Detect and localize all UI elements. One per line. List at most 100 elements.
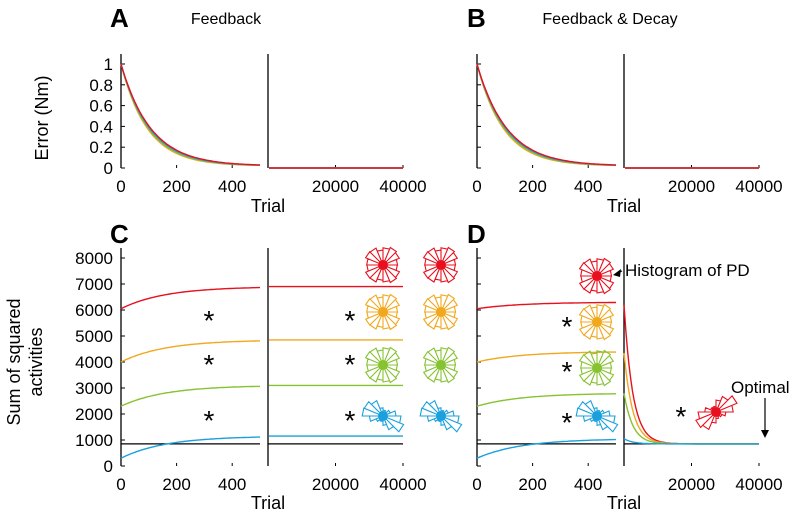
y-tick-label-c: 3000 xyxy=(75,379,113,398)
pd-histogram-icon-0-center xyxy=(436,260,446,270)
y-tick-label-a: 1 xyxy=(104,55,113,74)
y-tick-label-a: 0.4 xyxy=(89,117,113,136)
pd-histogram-icon-2-center xyxy=(436,360,446,370)
series-line-green-c xyxy=(120,385,261,407)
pd-histogram-icon-4 xyxy=(364,246,401,284)
panel-title-a: Feedback xyxy=(191,11,262,28)
y-tick-label-c: 2000 xyxy=(75,405,113,424)
x-tick-label-c: 0 xyxy=(116,475,125,494)
pd-histogram-icon-2-bars xyxy=(422,346,459,384)
y-tick-label-a: 0.8 xyxy=(89,76,113,95)
pd-histogram-icon-10 xyxy=(578,349,615,387)
significance-star-7: * xyxy=(562,356,573,387)
y-tick-label-c: 0 xyxy=(104,457,113,476)
pd-histogram-icon-12-bars xyxy=(695,395,738,431)
x-tick-label-d: 400 xyxy=(574,475,602,494)
pd-histogram-icon-1-bars xyxy=(422,293,459,331)
pd-histogram-icon-1-center xyxy=(436,307,446,317)
y-tick-label-c: 1000 xyxy=(75,431,113,450)
xlabel-c: Trial xyxy=(251,493,285,513)
pd-histogram-icon-5-bars xyxy=(364,293,401,331)
series-line-orange-c xyxy=(120,340,260,363)
pd-histogram-icon-4-center xyxy=(378,260,388,270)
x-tick-label-a: 20000 xyxy=(312,177,359,196)
pd-histogram-icon-6-bars xyxy=(364,346,401,384)
error-ylabel: Error (Nm) xyxy=(32,76,52,161)
x-tick-label-a: 0 xyxy=(116,177,125,196)
pd-histogram-icon-11-bars xyxy=(575,399,619,433)
pd-histogram-icon-4-bars xyxy=(364,246,401,284)
histogram-arrowhead xyxy=(613,269,621,277)
y-tick-label-a: 0 xyxy=(104,159,113,178)
activity-ylabel-line2: activities xyxy=(26,327,46,396)
series-line-right-red-d xyxy=(623,304,759,445)
histogram-annotation: Histogram of PD xyxy=(625,261,750,280)
significance-star-5: * xyxy=(345,405,356,436)
pd-histogram-icon-3-center xyxy=(436,411,446,421)
y-tick-label-c: 8000 xyxy=(75,249,113,268)
significance-star-3: * xyxy=(345,305,356,336)
significance-star-1: * xyxy=(204,349,215,380)
series-line-right-blue-d xyxy=(623,438,759,445)
optimal-arrowhead xyxy=(761,430,769,438)
x-tick-label-b: 200 xyxy=(518,177,546,196)
panel-letter-b: B xyxy=(467,3,486,33)
x-tick-label-c: 400 xyxy=(218,475,246,494)
panel-letter-c: C xyxy=(110,219,129,249)
optimal-annotation: Optimal xyxy=(731,378,790,397)
xlabel-b: Trial xyxy=(607,196,641,216)
pd-histogram-icon-5 xyxy=(364,293,401,331)
pd-histogram-icon-1 xyxy=(422,293,459,331)
significance-star-4: * xyxy=(345,349,356,380)
pd-histogram-icon-8 xyxy=(578,257,615,295)
x-tick-label-c: 40000 xyxy=(379,475,426,494)
series-line-blue-c xyxy=(120,436,260,459)
pd-histogram-icon-10-center xyxy=(592,363,602,373)
pd-histogram-icon-12 xyxy=(695,395,738,431)
pd-histogram-icon-3 xyxy=(419,399,463,433)
pd-histogram-icon-5-center xyxy=(378,307,388,317)
pd-histogram-icon-7-center xyxy=(378,411,388,421)
x-tick-label-b: 400 xyxy=(574,177,602,196)
series-line-red-d xyxy=(476,301,616,310)
x-tick-label-d: 20000 xyxy=(668,475,715,494)
pd-histogram-icon-8-center xyxy=(592,271,602,281)
series-line-right-green-d xyxy=(623,393,759,445)
significance-star-8: * xyxy=(562,407,573,438)
pd-histogram-icon-7 xyxy=(361,399,405,433)
pd-histogram-icon-11-center xyxy=(592,411,602,421)
pd-histogram-icon-2 xyxy=(422,346,459,384)
series-line-blue-d xyxy=(476,438,616,459)
y-tick-label-c: 4000 xyxy=(75,353,113,372)
x-tick-label-b: 0 xyxy=(472,177,481,196)
pd-histogram-icon-3-bars xyxy=(419,399,463,433)
pd-histogram-icon-0-bars xyxy=(422,246,459,284)
series-line-orange-d xyxy=(476,351,616,363)
x-tick-label-c: 200 xyxy=(162,475,190,494)
x-tick-label-d: 0 xyxy=(472,475,481,494)
xlabel-a: Trial xyxy=(251,196,285,216)
x-tick-label-c: 20000 xyxy=(312,475,359,494)
x-tick-label-b: 40000 xyxy=(735,177,782,196)
series-line-red-a xyxy=(120,63,261,166)
pd-histogram-icon-10-bars xyxy=(578,349,615,387)
x-tick-label-b: 20000 xyxy=(668,177,715,196)
x-tick-label-d: 40000 xyxy=(735,475,782,494)
pd-histogram-icon-9-center xyxy=(592,317,602,327)
activity-ylabel-line1: Sum of squared xyxy=(4,298,24,425)
x-tick-label-a: 200 xyxy=(162,177,190,196)
significance-star-6: * xyxy=(562,311,573,342)
significance-star-2: * xyxy=(204,405,215,436)
xlabel-d: Trial xyxy=(607,493,641,513)
pd-histogram-icon-8-bars xyxy=(578,257,615,295)
panel-letter-d: D xyxy=(467,219,486,249)
series-line-green-d xyxy=(476,393,616,407)
panel-title-b: Feedback & Decay xyxy=(542,11,677,28)
plots-layer: 00.20.40.60.810 200 400 20000 40000 0 200 400 20… xyxy=(75,54,783,494)
pd-histogram-icon-12-center xyxy=(711,407,721,417)
x-tick-label-a: 40000 xyxy=(379,177,426,196)
significance-star-0: * xyxy=(204,305,215,336)
pd-histogram-icon-9-bars xyxy=(578,303,615,341)
series-line-red-b xyxy=(476,63,617,166)
